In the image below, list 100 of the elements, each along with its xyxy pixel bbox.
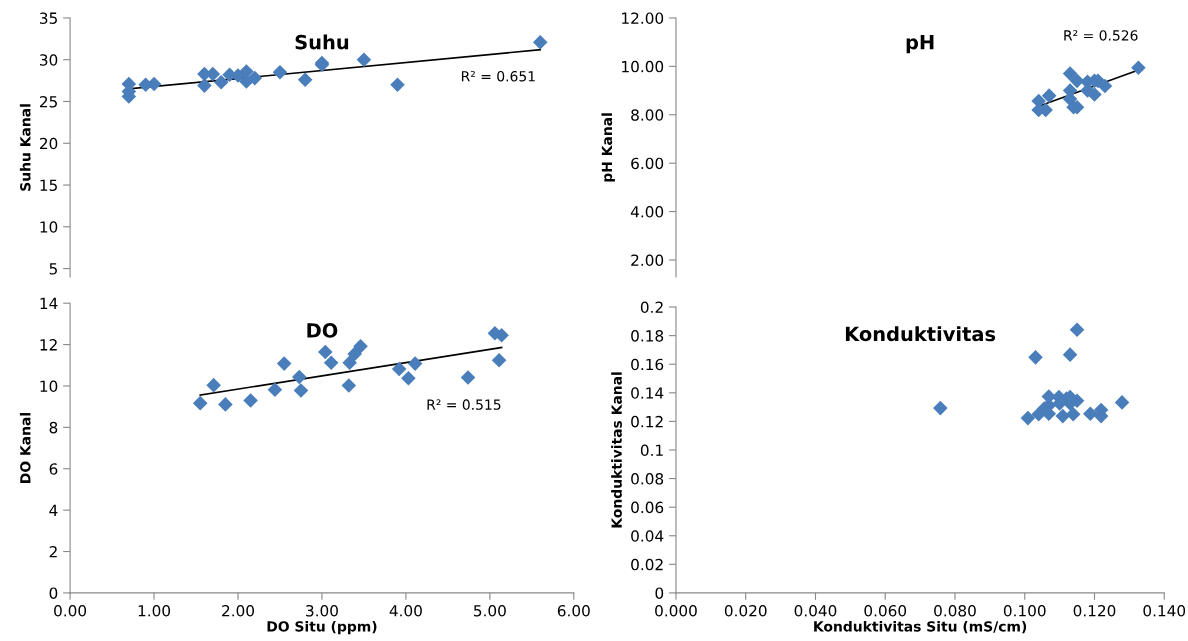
x-tick-label: 0.020 <box>724 605 767 617</box>
point <box>356 52 372 67</box>
x-tick-label: 0.040 <box>794 605 837 617</box>
point <box>401 371 416 386</box>
y-tick-label: 30 <box>40 54 58 66</box>
point <box>1097 78 1113 94</box>
y-tick-label: 0.18 <box>631 330 664 342</box>
point <box>192 395 208 411</box>
point <box>353 338 368 354</box>
x-tick-label: 0.00 <box>54 605 87 617</box>
y-tick-label: 4 <box>49 504 58 516</box>
y-tick-label: 0 <box>49 587 58 599</box>
point <box>1131 60 1146 76</box>
y-tick-label: 0.02 <box>631 558 663 571</box>
point <box>342 355 357 371</box>
y-tick-label: 0.08 <box>631 473 664 485</box>
point <box>491 353 507 368</box>
y-tick-label: 0.14 <box>631 387 664 399</box>
point <box>1083 406 1098 422</box>
y-tick-label: 12.00 <box>622 12 664 24</box>
y-axis-title: Konduktivitas Kanal <box>611 372 622 528</box>
y-tick-label: 0 <box>655 587 664 599</box>
point <box>1087 87 1102 102</box>
point <box>341 378 357 393</box>
y-axis-title: Suhu Kanal <box>19 104 31 191</box>
y-tick-label: 0.12 <box>631 415 663 428</box>
x-tick-label: 0.120 <box>1073 605 1116 617</box>
x-tick-label: 0.100 <box>1003 605 1046 617</box>
x-tick-label: 0.080 <box>934 605 976 617</box>
y-tick-label: 10 <box>40 380 58 392</box>
point <box>1062 347 1078 362</box>
x-axis-title: Konduktivitas Situ (mS/cm) <box>814 620 1027 634</box>
text: Suhu <box>295 34 349 50</box>
point <box>391 361 407 377</box>
x-tick-label: 3.00 <box>306 605 338 617</box>
point <box>407 356 423 371</box>
y-tick-label: 5 <box>49 263 57 275</box>
point <box>206 377 221 393</box>
point <box>532 34 548 50</box>
annotation: R² = 0.526 <box>1064 30 1138 41</box>
x-tick-label: 4.00 <box>389 605 422 617</box>
point <box>318 344 333 360</box>
point <box>347 346 362 362</box>
y-axis-title: pH Kanal <box>601 113 615 182</box>
text: pH <box>906 35 934 54</box>
point <box>293 383 309 398</box>
y-tick-label: 0.16 <box>631 358 664 371</box>
y-axis-title: DO Kanal <box>19 413 31 483</box>
point <box>276 356 292 371</box>
point <box>218 397 233 412</box>
y-tick-label: 10 <box>40 221 58 233</box>
text: Konduktivitas <box>845 326 996 342</box>
y-tick-label: 6 <box>49 463 58 475</box>
point <box>1055 408 1071 424</box>
point <box>197 78 212 93</box>
annotation: R² = 0.651 <box>461 70 535 82</box>
x-tick-label: 6.00 <box>557 605 590 617</box>
y-tick-label: 35 <box>40 12 57 24</box>
x-tick-label: 5.00 <box>474 605 506 617</box>
y-tick-label: 10.00 <box>622 60 664 73</box>
x-tick-label: 2.00 <box>222 605 254 617</box>
point <box>292 369 307 385</box>
point <box>243 393 258 408</box>
point <box>933 400 948 416</box>
point <box>1065 406 1081 422</box>
point <box>1069 322 1085 338</box>
y-tick-label: 2 <box>49 546 57 558</box>
y-tick-label: 0.04 <box>631 530 664 542</box>
point <box>1028 350 1043 365</box>
x-tick-label: 1.00 <box>138 605 171 617</box>
point <box>390 77 405 93</box>
annotation: R² = 0.515 <box>427 399 501 410</box>
point <box>323 355 339 371</box>
y-tick-label: 20 <box>39 137 58 150</box>
x-tick-label: 0.140 <box>1143 605 1186 617</box>
y-tick-label: 15 <box>40 179 57 192</box>
y-tick-label: 25 <box>39 95 57 108</box>
y-tick-label: 2.00 <box>631 254 664 266</box>
y-tick-label: 0.06 <box>631 501 664 514</box>
point <box>297 72 313 88</box>
point <box>247 70 263 86</box>
y-tick-label: 6.00 <box>631 157 664 170</box>
point <box>460 370 476 385</box>
y-tick-label: 14 <box>40 297 58 309</box>
x-tick-label: 0.060 <box>864 605 907 617</box>
point <box>1062 66 1078 81</box>
x-tick-label: 0.000 <box>655 605 697 617</box>
point <box>267 382 283 397</box>
point <box>1041 88 1057 103</box>
x-axis-title: DO Situ (ppm) <box>267 620 377 635</box>
point <box>272 64 288 80</box>
y-tick-label: 12 <box>40 339 57 351</box>
point <box>1020 410 1036 426</box>
y-tick-label: 0.2 <box>640 301 663 314</box>
text: DO <box>307 323 338 338</box>
point <box>1114 395 1130 410</box>
y-tick-label: 0.1 <box>640 444 663 456</box>
y-tick-label: 4.00 <box>630 206 664 218</box>
point <box>1069 73 1085 89</box>
y-tick-label: 8 <box>49 421 58 434</box>
